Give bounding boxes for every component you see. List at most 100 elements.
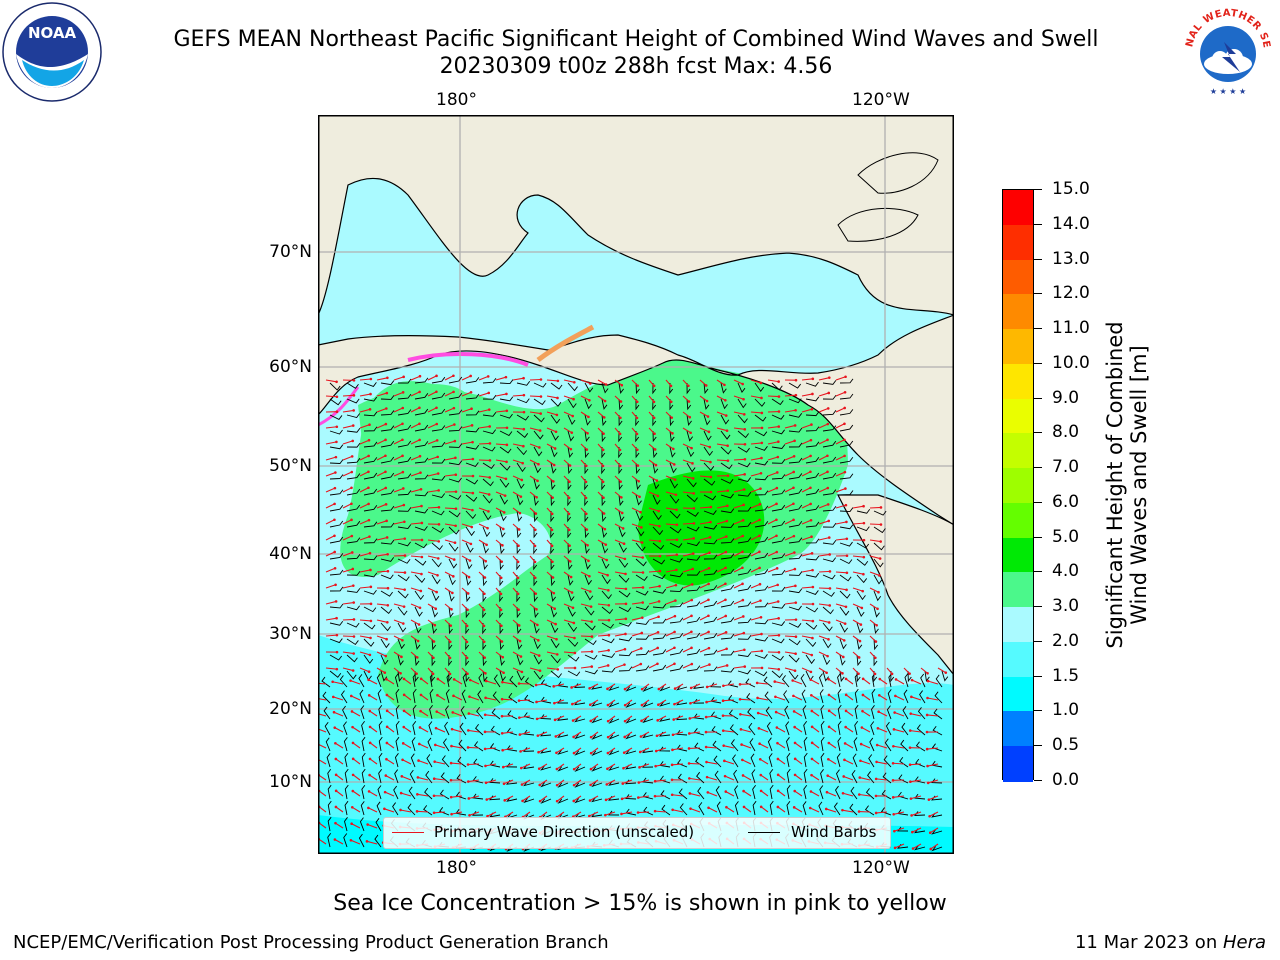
colorbar-segment [1003, 329, 1033, 365]
land-coast [318, 314, 954, 526]
wave-arrow-head [742, 397, 745, 401]
wave-arrow-head [501, 655, 505, 659]
wave-arrow-head [845, 588, 848, 592]
wind-barb [584, 590, 594, 601]
colorbar-segment [1003, 190, 1033, 226]
wave-arrow-head [742, 805, 746, 809]
wave-arrow-head [537, 767, 541, 770]
wave-arrow-head [550, 512, 554, 516]
wind-barb [499, 526, 506, 538]
wave-arrow-head [724, 399, 727, 402]
wave-arrow-head [351, 773, 355, 777]
wave-arrow [750, 583, 761, 589]
wave-arrow [529, 651, 540, 657]
wave-arrow-head [742, 413, 746, 416]
wave-arrow-head [658, 554, 662, 558]
wind-barb [849, 803, 858, 816]
wind-barb [323, 706, 331, 720]
wave-arrow-head [482, 640, 486, 644]
wave-arrow-head [622, 766, 625, 770]
wave-arrow-head [451, 711, 455, 714]
wave-arrow-head [874, 811, 878, 815]
colorbar-tick [1034, 328, 1042, 330]
wave-arrow [733, 567, 743, 573]
wind-barb [931, 846, 943, 852]
wave-arrow-head [433, 743, 437, 747]
wave-arrow-head [466, 763, 470, 766]
wind-barb [803, 784, 808, 800]
wind-barb [601, 558, 610, 570]
wind-barb [439, 789, 450, 800]
wind-barb [669, 602, 684, 608]
wave-arrow [828, 694, 837, 701]
wind-barb [448, 426, 463, 432]
wind-barb [346, 638, 359, 646]
wind-barb [788, 442, 803, 448]
wind-barb [380, 557, 395, 562]
wind-barb [414, 638, 421, 650]
wave-arrow [750, 411, 762, 414]
wind-barb [788, 382, 801, 389]
wind-barb [550, 414, 561, 424]
wave-arrow [665, 584, 677, 589]
wave-arrow-head [692, 537, 695, 540]
wave-arrow-head [827, 741, 831, 745]
wave-arrow [351, 695, 361, 701]
wave-arrow [733, 632, 744, 637]
wave-arrow [614, 475, 622, 483]
wave-arrow [658, 699, 667, 706]
wave-arrow-head [657, 600, 661, 603]
wind-barb [460, 705, 467, 720]
wave-arrow-head [858, 639, 862, 643]
colorbar-segment [1003, 711, 1033, 747]
wave-arrow [325, 472, 336, 477]
wave-arrow [716, 648, 727, 653]
wave-arrow-head [877, 590, 880, 594]
wind-barb [346, 570, 361, 576]
wave-arrow [648, 475, 658, 482]
wind-barb [635, 542, 646, 552]
wave-arrow [351, 710, 361, 717]
wave-arrow [699, 459, 711, 463]
wave-arrow-head [589, 605, 593, 608]
wind-barb [788, 504, 803, 512]
wave-arrow-head [585, 528, 589, 531]
wave-arrow-head [335, 633, 339, 637]
wave-arrow [352, 774, 361, 781]
wind-barb [378, 769, 383, 784]
wave-arrow [852, 555, 864, 558]
wind-barb [533, 414, 545, 423]
wave-arrow [682, 647, 692, 653]
wind-barb [786, 800, 791, 816]
wave-arrow [359, 519, 370, 525]
wave-arrow-head [809, 518, 813, 522]
wave-arrow [590, 715, 599, 722]
wave-arrow-head [606, 719, 610, 723]
wind-barb [567, 558, 573, 571]
wave-arrow-head [385, 693, 389, 697]
wave-arrow [580, 603, 592, 608]
wind-barb [788, 571, 803, 576]
wave-arrow-head [436, 573, 439, 577]
colorbar-tick [1034, 780, 1042, 781]
wave-arrow-head [573, 651, 577, 655]
wind-barb [507, 710, 518, 720]
wind-barb [659, 701, 671, 707]
wave-arrow-head [333, 838, 337, 841]
wind-barb [608, 718, 620, 724]
wave-arrow [784, 651, 796, 655]
wave-arrow-head [890, 672, 894, 676]
wind-barb [618, 510, 625, 522]
colorbar [1002, 189, 1034, 782]
wave-arrow-head [369, 619, 373, 623]
wave-arrow [828, 742, 837, 749]
wind-barb [359, 689, 365, 704]
wave-arrow-head [335, 410, 339, 414]
wind-barb [856, 526, 870, 532]
wave-arrow [461, 491, 473, 494]
wind-barb [768, 753, 773, 768]
land-island-2 [837, 207, 919, 242]
wave-arrow-head [656, 646, 659, 650]
wave-arrow-head [775, 726, 779, 729]
colorbar-segment [1003, 572, 1033, 608]
